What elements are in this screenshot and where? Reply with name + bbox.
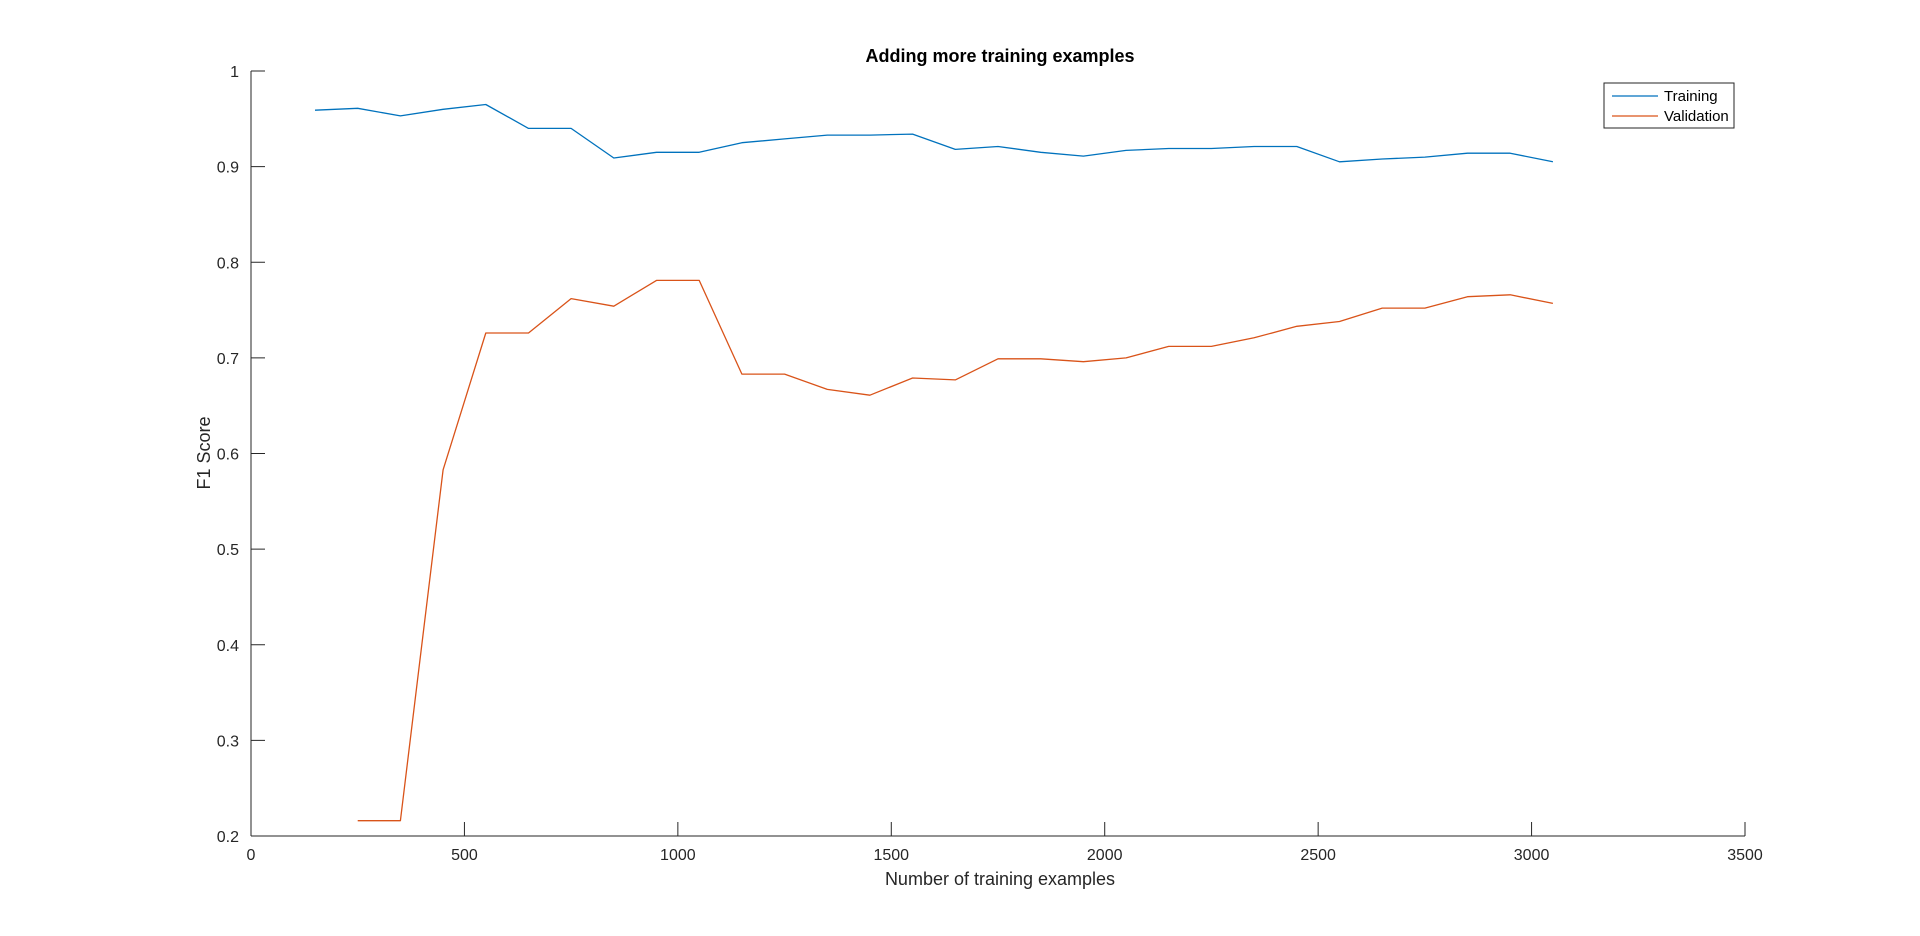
y-tick-label: 0.2 [217, 829, 239, 846]
y-tick-label: 0.6 [217, 447, 239, 464]
x-tick-label: 500 [451, 847, 478, 864]
y-tick-label: 0.9 [217, 160, 239, 177]
y-tick-label: 1 [230, 64, 239, 81]
legend-label-training: Training [1664, 88, 1718, 105]
y-axis-label: F1 Score [194, 416, 214, 489]
series-line-training [314, 103, 1554, 163]
x-tick-label: 1000 [660, 847, 696, 864]
y-tick-label: 0.7 [217, 351, 239, 368]
x-tick-label: 3000 [1514, 847, 1550, 864]
y-tick-label: 0.4 [217, 638, 239, 655]
legend: Training Validation [1603, 82, 1735, 129]
axes: 0 500 1000 1500 2000 2500 3000 3500 0.2 0.3 0.4 0.5… [217, 64, 1763, 864]
y-tick-label: 0.5 [217, 542, 239, 559]
legend-box [1603, 82, 1735, 129]
legend-label-validation: Validation [1664, 108, 1729, 125]
series-line-validation [357, 279, 1554, 822]
x-tick-label: 3500 [1727, 847, 1763, 864]
x-axis-label: Number of training examples [885, 869, 1115, 889]
series-layer [314, 103, 1554, 822]
x-tick-label: 2500 [1300, 847, 1336, 864]
chart-title: Adding more training examples [865, 46, 1134, 66]
x-tick-label: 2000 [1087, 847, 1123, 864]
x-tick-label: 1500 [873, 847, 909, 864]
y-tick-label: 0.8 [217, 255, 239, 272]
y-tick-label: 0.3 [217, 733, 239, 750]
x-tick-label: 0 [247, 847, 256, 864]
